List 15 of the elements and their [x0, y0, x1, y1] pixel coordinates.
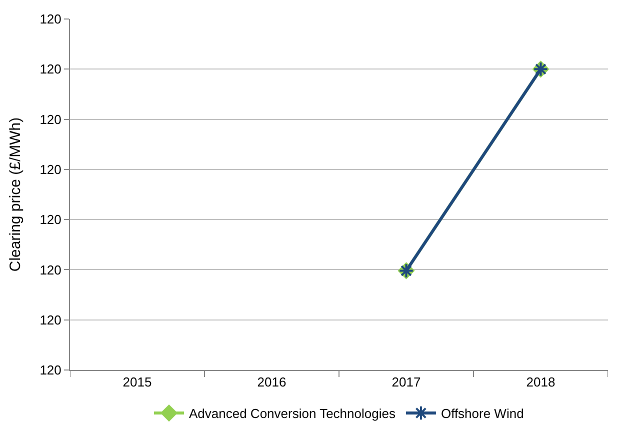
text: 120: [40, 162, 62, 177]
text: 120: [40, 12, 62, 27]
x-tick-label: 2017: [392, 374, 421, 390]
legend-label: Advanced Conversion Technologies: [189, 406, 396, 422]
x-tick-label: 2015: [122, 374, 152, 390]
text: 120: [40, 212, 62, 228]
text: 120: [40, 112, 62, 127]
legend-label: Offshore Wind: [440, 406, 524, 422]
x-tick-label: 2018: [526, 374, 556, 390]
text: 120: [40, 62, 62, 77]
x-tick-label: 2016: [257, 374, 286, 390]
text: 120: [40, 312, 62, 328]
y-axis-title: Clearing price (£/MWh): [6, 117, 24, 272]
text: 120: [40, 262, 62, 278]
text: 120: [40, 362, 62, 378]
